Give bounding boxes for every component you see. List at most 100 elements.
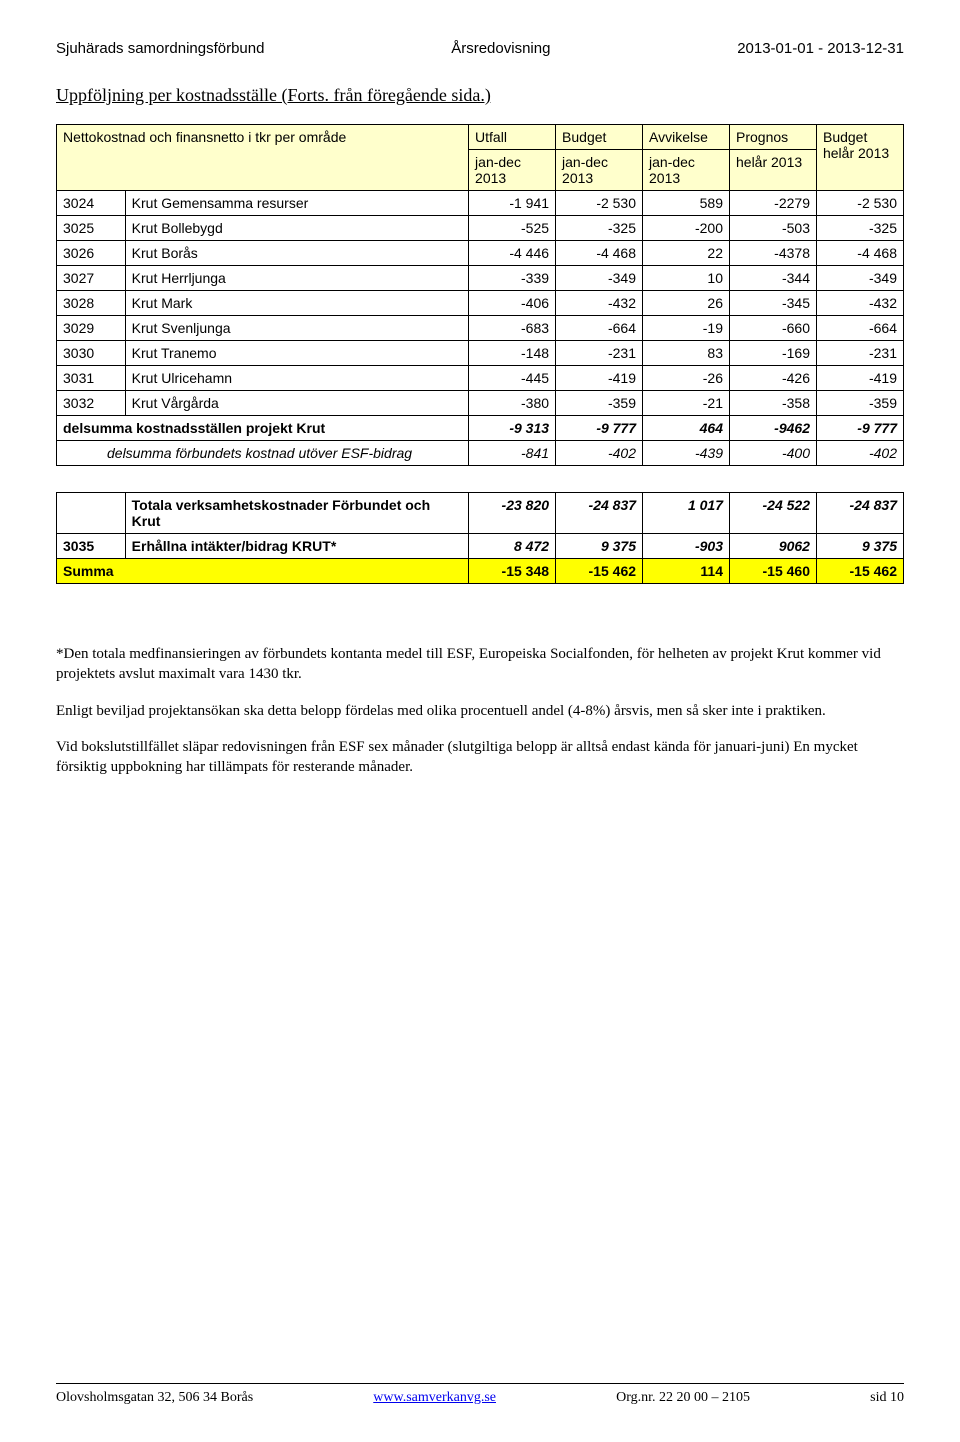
row-value: -339	[469, 266, 556, 291]
row-code: 3027	[57, 266, 126, 291]
row-value: -903	[643, 534, 730, 559]
row-code: 3025	[57, 216, 126, 241]
footer-link[interactable]: www.samverkanvg.se	[373, 1390, 496, 1406]
header-right: 2013-01-01 - 2013-12-31	[737, 40, 904, 57]
table-row: 3035Erhållna intäkter/bidrag KRUT*8 4729…	[57, 534, 904, 559]
table-row: 3028Krut Mark-406-43226-345-432	[57, 291, 904, 316]
row-value: -349	[816, 266, 903, 291]
summa-value: -15 348	[469, 559, 556, 584]
row-value: -231	[816, 341, 903, 366]
sid-number: 10	[890, 1390, 904, 1405]
row-value: -349	[556, 266, 643, 291]
row-value: -23 820	[469, 493, 556, 534]
row-value: -426	[730, 366, 817, 391]
row-value: -358	[730, 391, 817, 416]
row-code: 3035	[57, 534, 126, 559]
row-value: -503	[730, 216, 817, 241]
row-value: -4 468	[556, 241, 643, 266]
table-row: 3030Krut Tranemo-148-23183-169-231	[57, 341, 904, 366]
header-col: Avvikelse	[643, 125, 730, 150]
subtotal-label: delsumma förbundets kostnad utöver ESF-b…	[57, 441, 469, 466]
row-value: 9062	[730, 534, 817, 559]
row-value: -148	[469, 341, 556, 366]
row-code: 3024	[57, 191, 126, 216]
row-value: -2 530	[556, 191, 643, 216]
row-label: Krut Ulricehamn	[125, 366, 468, 391]
table-row: Totala verksamhetskostnader Förbundet oc…	[57, 493, 904, 534]
row-value: 26	[643, 291, 730, 316]
row-value: -200	[643, 216, 730, 241]
row-value: -4 468	[816, 241, 903, 266]
summa-label: Summa	[57, 559, 469, 584]
subtotal-row: delsumma kostnadsställen projekt Krut -9…	[57, 416, 904, 441]
cost-table-2: Totala verksamhetskostnader Förbundet oc…	[56, 492, 904, 584]
row-label: Krut Mark	[125, 291, 468, 316]
row-value: -345	[730, 291, 817, 316]
paragraph: Vid bokslutstillfället släpar redovisnin…	[56, 737, 904, 778]
row-code: 3028	[57, 291, 126, 316]
row-value: 10	[643, 266, 730, 291]
subtotal-value: 464	[643, 416, 730, 441]
row-value: -4378	[730, 241, 817, 266]
row-code: 3030	[57, 341, 126, 366]
row-value: -359	[556, 391, 643, 416]
row-label: Krut Borås	[125, 241, 468, 266]
row-code: 3031	[57, 366, 126, 391]
table-row: 3027Krut Herrljunga-339-34910-344-349	[57, 266, 904, 291]
row-value: -359	[816, 391, 903, 416]
row-value: -24 522	[730, 493, 817, 534]
row-value: -1 941	[469, 191, 556, 216]
subtotal-value: -402	[816, 441, 903, 466]
row-label: Krut Gemensamma resurser	[125, 191, 468, 216]
row-value: -525	[469, 216, 556, 241]
row-value: -419	[556, 366, 643, 391]
section-title: Uppföljning per kostnadsställe (Forts. f…	[56, 85, 904, 106]
row-value: -325	[556, 216, 643, 241]
sid-label: sid	[870, 1390, 886, 1405]
row-label: Erhållna intäkter/bidrag KRUT*	[125, 534, 468, 559]
row-value: -660	[730, 316, 817, 341]
row-value: -664	[556, 316, 643, 341]
subtotal-value: -9462	[730, 416, 817, 441]
row-value: -21	[643, 391, 730, 416]
row-value: -325	[816, 216, 903, 241]
header-col: Budget helår 2013	[816, 125, 903, 191]
row-code	[57, 493, 126, 534]
row-value: -4 446	[469, 241, 556, 266]
header-col: Utfall	[469, 125, 556, 150]
subtotal-value: -9 313	[469, 416, 556, 441]
header-col: Prognos	[730, 125, 817, 150]
footer-page: sid 10	[870, 1390, 904, 1406]
row-code: 3032	[57, 391, 126, 416]
row-value: 589	[643, 191, 730, 216]
page: Sjuhärads samordningsförbund Årsredovisn…	[0, 0, 960, 1442]
row-value: -445	[469, 366, 556, 391]
row-value: -26	[643, 366, 730, 391]
page-footer: Olovsholmsgatan 32, 506 34 Borås www.sam…	[56, 1383, 904, 1406]
subtotal-value: -400	[730, 441, 817, 466]
subtotal-value: -439	[643, 441, 730, 466]
row-label: Krut Svenljunga	[125, 316, 468, 341]
row-value: -406	[469, 291, 556, 316]
subtotal-row: delsumma förbundets kostnad utöver ESF-b…	[57, 441, 904, 466]
header-col: jan-dec 2013	[556, 150, 643, 191]
header-col: Budget	[556, 125, 643, 150]
table-row: 3025Krut Bollebygd-525-325-200-503-325	[57, 216, 904, 241]
body-text: *Den totala medfinansieringen av förbund…	[56, 644, 904, 777]
header-col: jan-dec 2013	[643, 150, 730, 191]
row-value: -231	[556, 341, 643, 366]
row-value: -2 530	[816, 191, 903, 216]
row-value: 9 375	[556, 534, 643, 559]
row-value: -19	[643, 316, 730, 341]
table-row: 3032Krut Vårgårda-380-359-21-358-359	[57, 391, 904, 416]
table-row: 3024Krut Gemensamma resurser-1 941-2 530…	[57, 191, 904, 216]
header-label: Nettokostnad och finansnetto i tkr per o…	[57, 125, 469, 191]
row-value: -432	[816, 291, 903, 316]
row-value: 83	[643, 341, 730, 366]
row-code: 3026	[57, 241, 126, 266]
header-left: Sjuhärads samordningsförbund	[56, 40, 264, 57]
summa-value: -15 462	[816, 559, 903, 584]
paragraph: Enligt beviljad projektansökan ska detta…	[56, 701, 904, 721]
row-value: 9 375	[816, 534, 903, 559]
row-label: Krut Bollebygd	[125, 216, 468, 241]
